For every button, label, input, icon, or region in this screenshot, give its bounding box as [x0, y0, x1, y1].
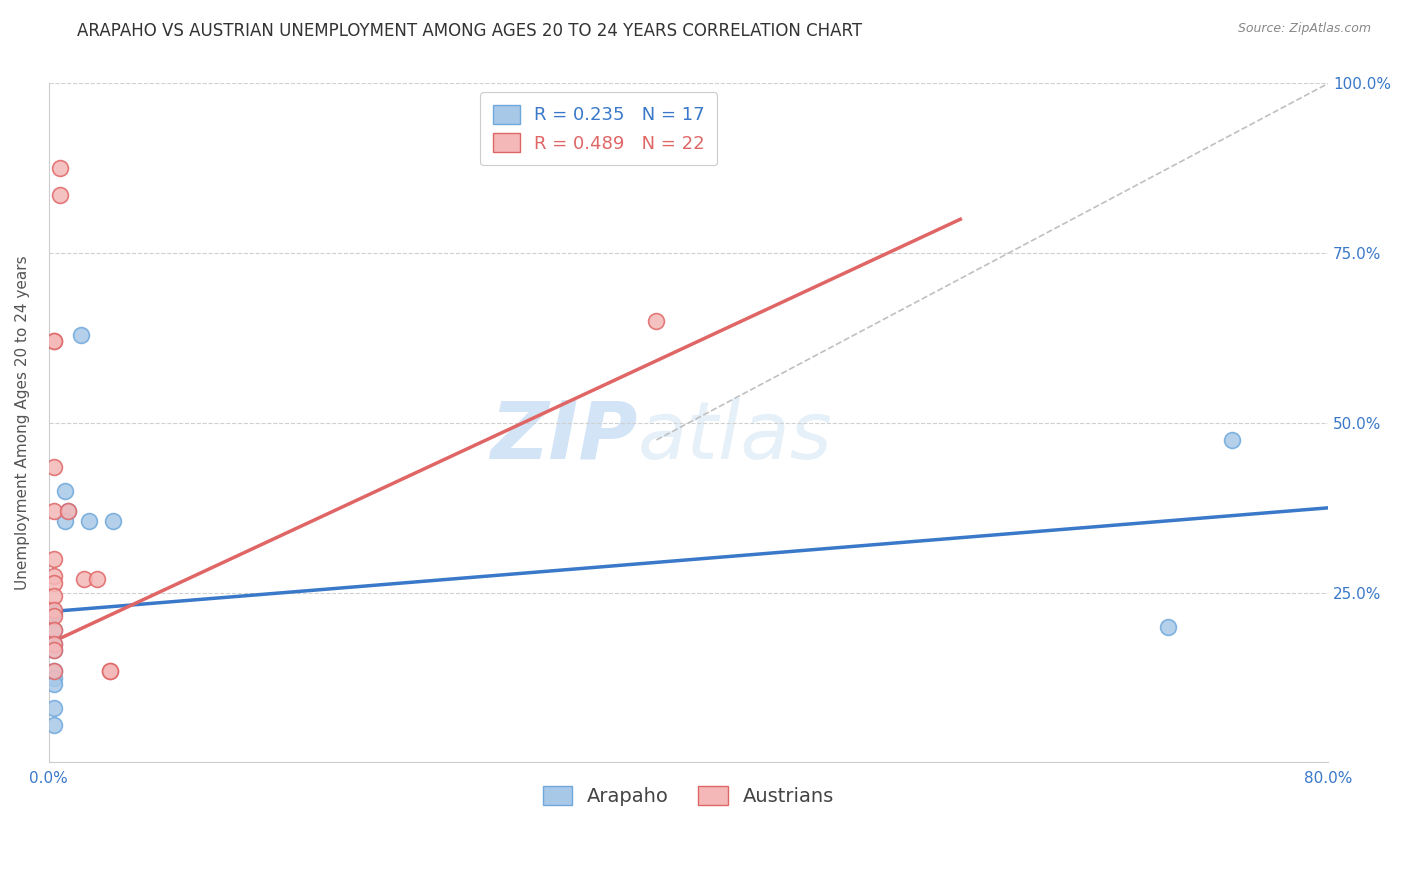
Point: [42, 568, 65, 582]
Point: [42, 637, 65, 651]
Point: [98, 664, 121, 678]
Legend: Arapaho, Austrians: Arapaho, Austrians: [534, 778, 842, 814]
Point: [49, 188, 72, 202]
Point: [42, 609, 65, 624]
Point: [42, 701, 65, 715]
Text: Source: ZipAtlas.com: Source: ZipAtlas.com: [1237, 22, 1371, 36]
Y-axis label: Unemployment Among Ages 20 to 24 years: Unemployment Among Ages 20 to 24 years: [15, 256, 30, 591]
Point: [42, 334, 65, 349]
Point: [42, 643, 65, 657]
Point: [42, 334, 65, 349]
Point: [42, 551, 65, 566]
Point: [42, 664, 65, 678]
Point: [42, 603, 65, 617]
Text: atlas: atlas: [637, 398, 832, 475]
Point: [42, 671, 65, 685]
Point: [73, 572, 96, 586]
Point: [42, 643, 65, 657]
Point: [1157, 620, 1180, 634]
Point: [49, 161, 72, 176]
Text: ZIP: ZIP: [489, 398, 637, 475]
Point: [53, 483, 76, 498]
Point: [42, 589, 65, 603]
Point: [53, 515, 76, 529]
Text: ARAPAHO VS AUSTRIAN UNEMPLOYMENT AMONG AGES 20 TO 24 YEARS CORRELATION CHART: ARAPAHO VS AUSTRIAN UNEMPLOYMENT AMONG A…: [77, 22, 862, 40]
Point: [42, 606, 65, 620]
Point: [69, 327, 91, 342]
Point: [42, 504, 65, 518]
Point: [101, 515, 124, 529]
Point: [645, 314, 668, 328]
Point: [77, 515, 100, 529]
Point: [42, 623, 65, 637]
Point: [56, 504, 79, 518]
Point: [56, 504, 79, 518]
Point: [42, 575, 65, 590]
Point: [42, 460, 65, 475]
Point: [42, 677, 65, 691]
Point: [1220, 433, 1243, 447]
Point: [42, 623, 65, 637]
Point: [42, 637, 65, 651]
Point: [98, 664, 121, 678]
Point: [86, 572, 108, 586]
Point: [42, 664, 65, 678]
Point: [42, 718, 65, 732]
